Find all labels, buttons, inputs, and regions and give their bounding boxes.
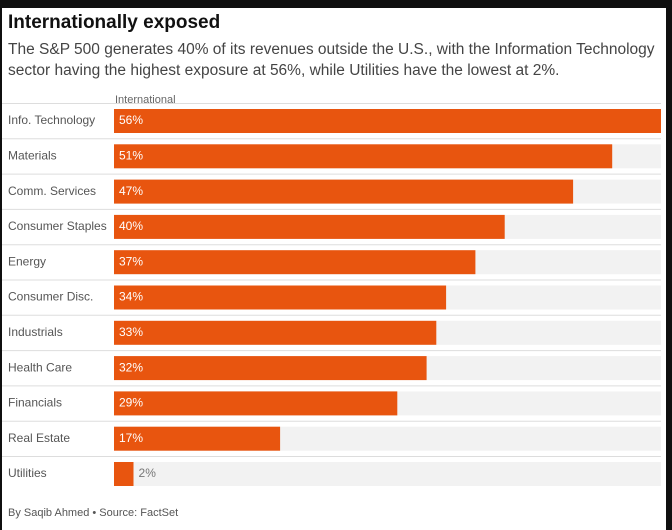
bar [114, 462, 134, 486]
series-label: International [115, 94, 176, 106]
bar [114, 391, 398, 416]
bar [114, 250, 476, 275]
value-label: 47% [119, 184, 143, 198]
value-label: 32% [119, 360, 143, 374]
bar [114, 320, 437, 345]
bar [114, 214, 505, 239]
bar [114, 426, 281, 451]
category-label: Health Care [8, 360, 72, 374]
category-label: Materials [8, 148, 57, 162]
source-credit: By Saqib Ahmed • Source: FactSet [8, 507, 179, 519]
value-label: 37% [119, 254, 143, 268]
chart-card: Internationally exposed The S&P 500 gene… [2, 8, 666, 530]
value-label: 51% [119, 148, 143, 162]
value-label: 2% [139, 466, 157, 480]
chart-title: Internationally exposed [8, 12, 221, 33]
bar [114, 109, 661, 133]
value-label: 40% [119, 219, 143, 233]
category-label: Info. Technology [8, 113, 95, 127]
bar [114, 179, 574, 204]
category-label: Consumer Disc. [8, 290, 93, 304]
chart-subtitle: The S&P 500 generates 40% of its revenue… [8, 41, 655, 79]
category-label: Real Estate [8, 431, 70, 445]
bar [114, 144, 613, 169]
category-label: Comm. Services [8, 184, 96, 198]
bar [114, 356, 427, 381]
bar-track [114, 462, 661, 486]
value-label: 17% [119, 431, 143, 445]
value-label: 29% [119, 396, 143, 410]
value-label: 34% [119, 290, 143, 304]
category-label: Consumer Staples [8, 219, 107, 233]
value-label: 33% [119, 325, 143, 339]
category-label: Energy [8, 254, 46, 268]
bar [114, 285, 447, 310]
category-label: Financials [8, 396, 62, 410]
bar-chart: International Info. Technology 56% Materia… [2, 94, 661, 486]
category-label: Utilities [8, 466, 47, 480]
value-label: 56% [119, 113, 143, 127]
category-label: Industrials [8, 325, 63, 339]
